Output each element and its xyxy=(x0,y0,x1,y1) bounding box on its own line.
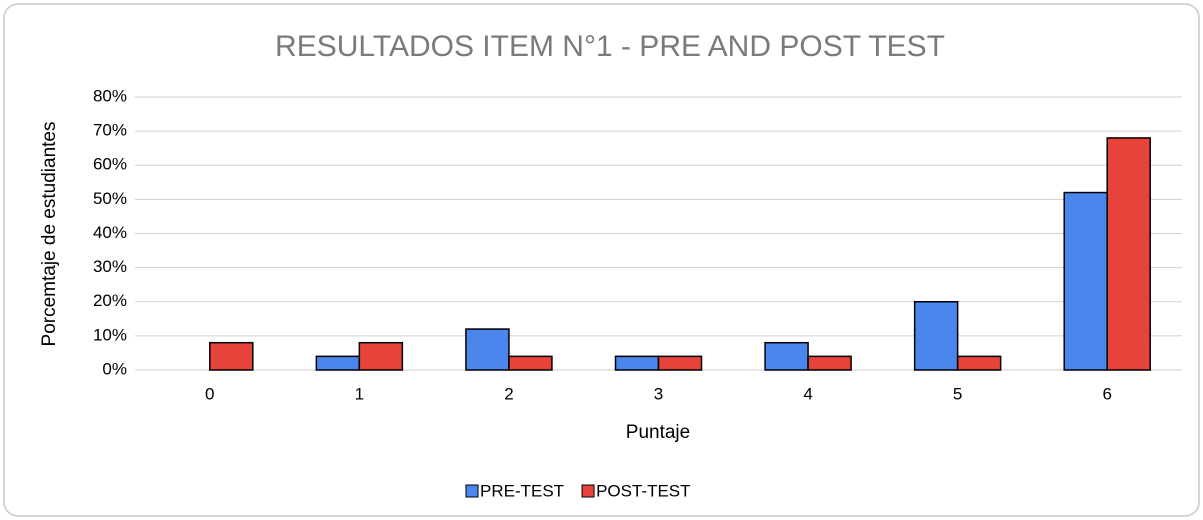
y-tick-label: 80% xyxy=(93,86,127,105)
y-tick-label: 10% xyxy=(93,325,127,344)
x-tick-label: 1 xyxy=(355,384,364,403)
bar xyxy=(956,355,1002,371)
bar xyxy=(315,355,361,371)
x-tick-label: 4 xyxy=(803,384,812,403)
bar xyxy=(209,341,254,371)
x-tick-label: 3 xyxy=(654,384,663,403)
y-tick-label: 40% xyxy=(93,223,127,242)
legend-label: POST-TEST xyxy=(596,481,690,500)
legend-swatch xyxy=(581,484,595,498)
y-tick-label: 50% xyxy=(93,189,127,208)
bar xyxy=(764,341,809,371)
bar xyxy=(465,328,510,371)
x-axis-label: Puntaje xyxy=(626,422,690,443)
bar xyxy=(913,301,959,371)
bar xyxy=(614,355,660,371)
legend-swatch xyxy=(465,484,479,498)
bar xyxy=(657,355,703,371)
bar xyxy=(1063,191,1108,371)
card xyxy=(3,3,1200,517)
y-axis-label: Porcemtaje de estudiantes xyxy=(39,122,60,347)
y-tick-label: 70% xyxy=(93,121,127,140)
x-tick-label: 0 xyxy=(205,384,214,403)
y-tick-label: 0% xyxy=(102,359,127,378)
x-tick-label: 6 xyxy=(1102,384,1111,403)
bar xyxy=(358,341,404,371)
y-tick-label: 60% xyxy=(93,155,127,174)
chart-title: RESULTADOS ITEM N°1 - PRE AND POST TEST xyxy=(275,30,945,63)
bar xyxy=(807,355,852,371)
legend-label: PRE-TEST xyxy=(480,481,564,500)
y-tick-label: 20% xyxy=(93,291,127,310)
bar xyxy=(508,355,553,371)
bar xyxy=(1106,137,1151,371)
x-tick-label: 2 xyxy=(504,384,513,403)
x-tick-label: 5 xyxy=(953,384,962,403)
y-tick-label: 30% xyxy=(93,257,127,276)
